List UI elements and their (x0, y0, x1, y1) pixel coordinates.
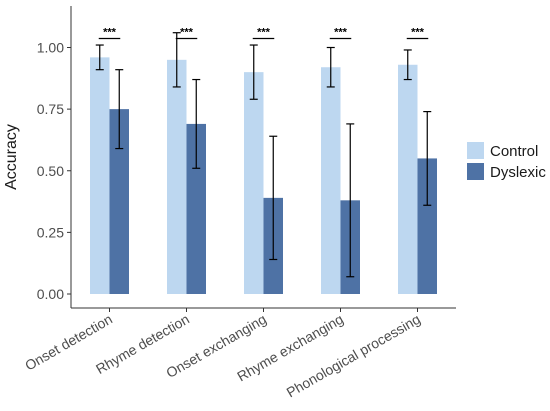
significance-label: *** (411, 27, 425, 39)
significance-layer: *** *** *** *** *** (98, 27, 429, 40)
bar-dyslexic (109, 109, 129, 294)
x-tick-label: Phonological processing (284, 311, 423, 401)
y-tick-label: 1.00 (37, 40, 64, 56)
bar-control (90, 57, 110, 294)
legend: Control Dyslexic (467, 142, 546, 181)
y-tick-label: 0.75 (37, 101, 64, 117)
significance-label: *** (103, 27, 117, 39)
bar-control (244, 72, 264, 295)
y-tick-label: 0.25 (37, 224, 64, 240)
bar-control (398, 64, 418, 294)
axes: 0.00 0.25 0.50 0.75 1.00 (37, 6, 456, 312)
legend-label-dyslexic: Dyslexic (490, 164, 546, 181)
bar-dyslexic (186, 123, 206, 294)
significance-label: *** (180, 27, 194, 39)
bar-control (167, 59, 187, 295)
legend-label-control: Control (490, 143, 538, 160)
y-axis-title: Accuracy (3, 124, 20, 190)
bar-control (321, 67, 341, 294)
significance-label: *** (334, 27, 348, 39)
y-tick-label: 0.00 (37, 286, 64, 302)
error-bars-layer (95, 32, 432, 278)
significance-label: *** (257, 27, 271, 39)
bar-dyslexic (417, 158, 437, 294)
y-tick-label: 0.50 (37, 163, 64, 179)
legend-swatch-dyslexic (467, 163, 484, 180)
legend-swatch-control (467, 142, 484, 159)
bars-layer (90, 57, 437, 295)
